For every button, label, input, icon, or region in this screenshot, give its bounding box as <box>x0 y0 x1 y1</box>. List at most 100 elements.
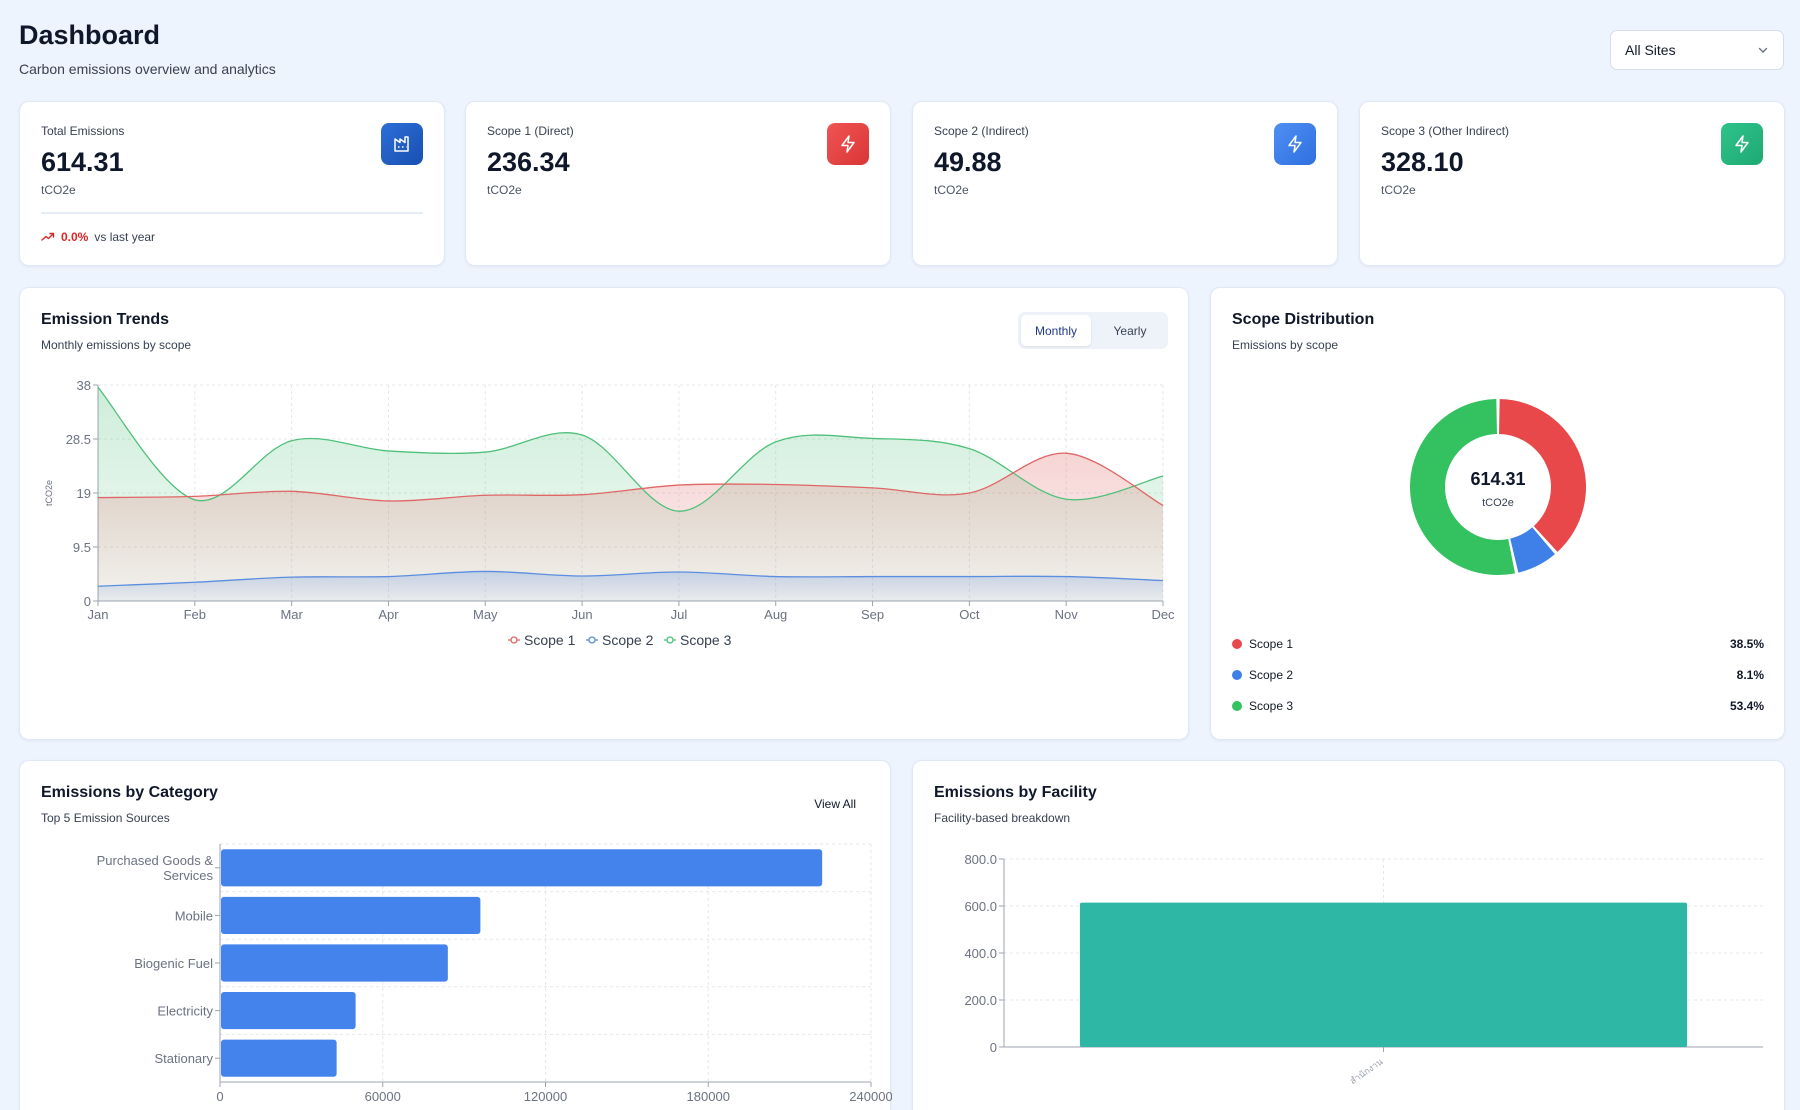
x-tick-label: Apr <box>378 607 399 622</box>
donut-slice-scope-1 <box>1499 399 1586 552</box>
page-subtitle: Carbon emissions overview and analytics <box>19 61 276 77</box>
trend-percent: 0.0% <box>61 230 89 244</box>
legend-label: Scope 3 <box>680 632 732 648</box>
area-scope-2 <box>98 571 1163 601</box>
stat-unit: tCO2e <box>487 183 522 197</box>
stat-label: Scope 3 (Other Indirect) <box>1381 124 1510 138</box>
legend-dot <box>1232 639 1242 649</box>
legend-label: Scope 2 <box>602 632 654 648</box>
lightning-icon <box>827 123 869 165</box>
legend-label: Scope 3 <box>1249 699 1294 713</box>
y-tick-label: Stationary <box>154 1051 213 1066</box>
site-filter-select[interactable]: All Sites <box>1610 30 1784 70</box>
emission-trends-chart: 0 9.5 19 28.5 38 Jan Feb Mar Apr May Jun Jul Aug Sep O… <box>44 378 1175 648</box>
stat-unit: tCO2e <box>1381 183 1416 197</box>
card-title: Emissions by Facility <box>934 784 1097 801</box>
legend-value: 38.5% <box>1729 637 1764 651</box>
period-toggle: Monthly Yearly <box>1018 312 1168 349</box>
y-tick-label: 28.5 <box>66 432 91 447</box>
x-tick-label: Jun <box>572 607 593 622</box>
legend-item-scope-2: Scope 2 8.1% <box>1232 668 1764 682</box>
stat-value: 328.10 <box>1381 147 1464 177</box>
page-title: Dashboard <box>19 20 161 50</box>
legend-marker-dot <box>588 636 596 644</box>
bar <box>221 849 823 887</box>
donut-slice-scope-3 <box>1410 399 1516 575</box>
tab-yearly[interactable]: Yearly <box>1113 323 1147 338</box>
x-tick-label: Jan <box>88 607 109 622</box>
x-tick-label: 60000 <box>365 1089 401 1104</box>
x-tick-label: สำนักงาน <box>1348 1056 1385 1086</box>
y-tick-label: 400.0 <box>964 946 997 961</box>
donut-center-unit: tCO2e <box>1482 497 1514 509</box>
stat-value: 49.88 <box>934 147 1002 177</box>
stat-label: Scope 1 (Direct) <box>487 124 574 138</box>
stat-label: Scope 2 (Indirect) <box>934 124 1029 138</box>
trend-up-icon <box>41 232 55 241</box>
y-tick-label: 800.0 <box>964 852 997 867</box>
x-tick-label: Sep <box>861 607 884 622</box>
bar <box>1079 902 1688 1047</box>
legend-label: Scope 1 <box>524 632 576 648</box>
scope-distribution-card: Scope Distribution Emissions by scope 61… <box>1210 287 1785 740</box>
donut-center-value: 614.31 <box>1470 469 1525 489</box>
y-tick-label: Electricity <box>157 1004 213 1019</box>
site-filter-value: All Sites <box>1625 42 1676 58</box>
legend-marker-dot <box>510 636 518 644</box>
legend-marker-dot <box>666 636 674 644</box>
legend-label: Scope 1 <box>1249 637 1294 651</box>
y-tick-label: 0 <box>990 1040 997 1055</box>
factory-icon <box>381 123 423 165</box>
line-scope-2 <box>97 570 1164 587</box>
stat-label: Total Emissions <box>41 124 125 138</box>
y-tick-label-line: Services <box>163 868 213 883</box>
chevron-down-icon <box>1758 47 1768 53</box>
legend-value: 8.1% <box>1736 668 1764 682</box>
stat-unit: tCO2e <box>41 183 76 197</box>
y-tick-label: 38 <box>77 378 91 393</box>
scope-donut-chart: 614.31 tCO2e <box>1410 399 1586 575</box>
x-tick-label: 180000 <box>687 1089 730 1104</box>
x-tick-label: Jul <box>671 607 688 622</box>
card-title: Emission Trends <box>41 311 170 328</box>
y-tick-label: Biogenic Fuel <box>134 956 213 971</box>
legend-label: Scope 2 <box>1249 668 1294 682</box>
card-subtitle: Emissions by scope <box>1232 338 1339 352</box>
facility-bar-chart: 0 200.0 400.0 600.0 800.0 สำนักงาน <box>964 852 1763 1086</box>
y-tick-label: Purchased Goods & Services <box>97 853 214 883</box>
trend-indicator: 0.0% vs last year <box>41 230 155 244</box>
card-subtitle: Monthly emissions by scope <box>41 338 192 352</box>
card-subtitle: Facility-based breakdown <box>934 811 1071 825</box>
x-tick-label: Oct <box>959 607 980 622</box>
x-tick-label: May <box>473 607 498 622</box>
y-tick-label: 600.0 <box>964 899 997 914</box>
stat-value: 614.31 <box>41 147 124 177</box>
donut-slice-scope-2 <box>1510 527 1555 573</box>
line-scope-3 <box>97 386 1164 512</box>
y-axis-label: tCO2e <box>44 480 54 506</box>
stat-card-scope3: Scope 3 (Other Indirect) 328.10 tCO2e <box>1359 101 1785 266</box>
emissions-by-category-card: Emissions by Category Top 5 Emission Sou… <box>19 760 892 1110</box>
y-tick-label: 19 <box>77 486 91 501</box>
legend-value: 53.4% <box>1729 699 1764 713</box>
y-tick-label: 200.0 <box>964 993 997 1008</box>
stat-divider <box>41 212 423 214</box>
stat-card-scope2: Scope 2 (Indirect) 49.88 tCO2e <box>912 101 1338 266</box>
view-all-link[interactable]: View All <box>814 797 856 811</box>
trend-text: vs last year <box>94 230 156 244</box>
card-title: Scope Distribution <box>1232 311 1375 328</box>
x-tick-label: Feb <box>184 607 206 622</box>
stat-card-total: Total Emissions 614.31 tCO2e 0.0% vs las… <box>19 101 445 266</box>
lightning-icon <box>1274 123 1316 165</box>
emissions-by-facility-card: Emissions by Facility Facility-based bre… <box>912 760 1785 1110</box>
bar <box>221 1039 337 1077</box>
emission-trends-card: Emission Trends Monthly emissions by sco… <box>19 287 1189 740</box>
tab-monthly[interactable]: Monthly <box>1021 315 1091 346</box>
bar <box>221 896 481 934</box>
legend-item-scope-3: Scope 3 53.4% <box>1232 699 1764 713</box>
y-tick-label: 9.5 <box>73 540 91 555</box>
bar <box>221 992 356 1030</box>
x-tick-label: Aug <box>764 607 787 622</box>
bar <box>221 944 448 982</box>
legend-dot <box>1232 670 1242 680</box>
